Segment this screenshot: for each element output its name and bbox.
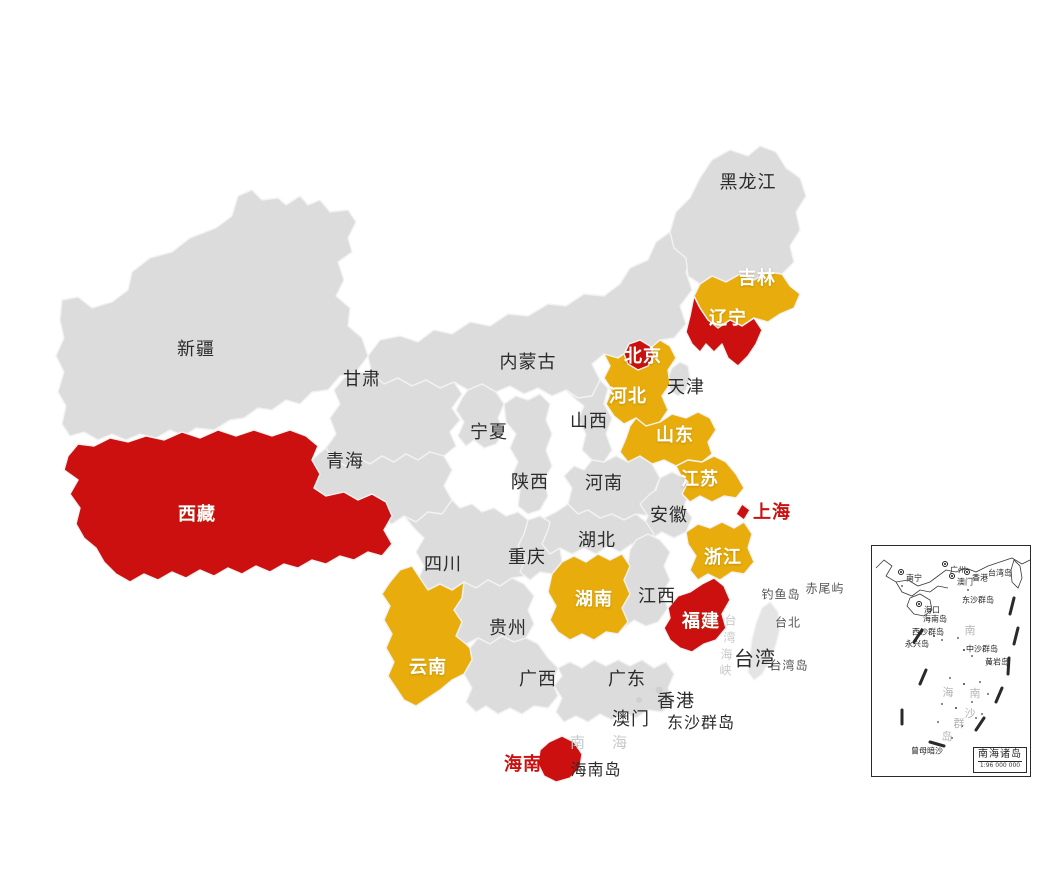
south-china-sea-inset-map[interactable]: 南宁 广州 澳门 香港 海口 台湾岛 东沙群岛 海南岛 西沙群岛 永兴岛 中沙群岛 黄岩岛 曾母暗沙 … bbox=[871, 545, 1031, 777]
inset-island-dots bbox=[901, 585, 991, 739]
inset-coast-lower bbox=[895, 581, 949, 597]
province-shape-tianjin[interactable] bbox=[667, 361, 691, 397]
province-shape-hongkong[interactable] bbox=[655, 686, 663, 694]
inset-hainan-island bbox=[906, 593, 933, 617]
inset-city-dot-icon bbox=[942, 561, 948, 567]
province-shape-fujian[interactable] bbox=[663, 577, 731, 653]
inset-city-dot-icon bbox=[949, 573, 955, 579]
inset-inner: 南宁 广州 澳门 香港 海口 台湾岛 东沙群岛 海南岛 西沙群岛 永兴岛 中沙群岛 黄岩岛 曾母暗沙 … bbox=[872, 546, 1030, 776]
province-shape-heilongjiang[interactable] bbox=[669, 145, 807, 285]
province-shape-ningxia[interactable] bbox=[455, 383, 505, 449]
province-shape-hainan[interactable] bbox=[537, 735, 583, 783]
inset-city-dot-icon bbox=[916, 601, 922, 607]
province-shape-guizhou[interactable] bbox=[453, 577, 535, 645]
inset-coastline bbox=[875, 557, 1030, 587]
inset-title-box: 南海诸岛 1:96 000 000 bbox=[973, 747, 1027, 773]
inset-taiwan-island bbox=[1010, 559, 1023, 589]
province-shape-beijing[interactable] bbox=[623, 339, 655, 371]
province-shape-jiangsu[interactable] bbox=[675, 455, 745, 503]
inset-scale: 1:96 000 000 bbox=[978, 761, 1022, 770]
province-shape-shaanxi[interactable] bbox=[503, 393, 553, 515]
province-shape-liaoning[interactable] bbox=[685, 295, 763, 367]
province-shape-guangdong[interactable] bbox=[553, 659, 675, 723]
province-shape-hunan[interactable] bbox=[547, 553, 631, 641]
province-shape-shanxi[interactable] bbox=[565, 379, 613, 463]
inset-city-dot-icon bbox=[964, 569, 970, 575]
province-shapes-layer bbox=[55, 145, 807, 783]
province-shape-shandong[interactable] bbox=[619, 411, 717, 467]
province-shape-tibet[interactable] bbox=[63, 429, 393, 583]
inset-title: 南海诸岛 bbox=[978, 749, 1022, 761]
inset-nine-dash-line bbox=[900, 596, 1020, 748]
province-shape-jilin[interactable] bbox=[693, 271, 801, 329]
province-shape-shanghai[interactable] bbox=[735, 503, 751, 521]
province-shape-macau[interactable] bbox=[636, 697, 642, 703]
inset-city-dot-icon bbox=[898, 569, 904, 575]
inset-canvas bbox=[875, 557, 1030, 748]
province-shape-guangxi[interactable] bbox=[463, 635, 559, 715]
province-shape-zhejiang[interactable] bbox=[685, 521, 755, 581]
province-shape-taiwan[interactable] bbox=[747, 601, 781, 681]
province-shape-xinjiang[interactable] bbox=[55, 189, 369, 441]
province-shape-yunnan[interactable] bbox=[381, 565, 473, 707]
